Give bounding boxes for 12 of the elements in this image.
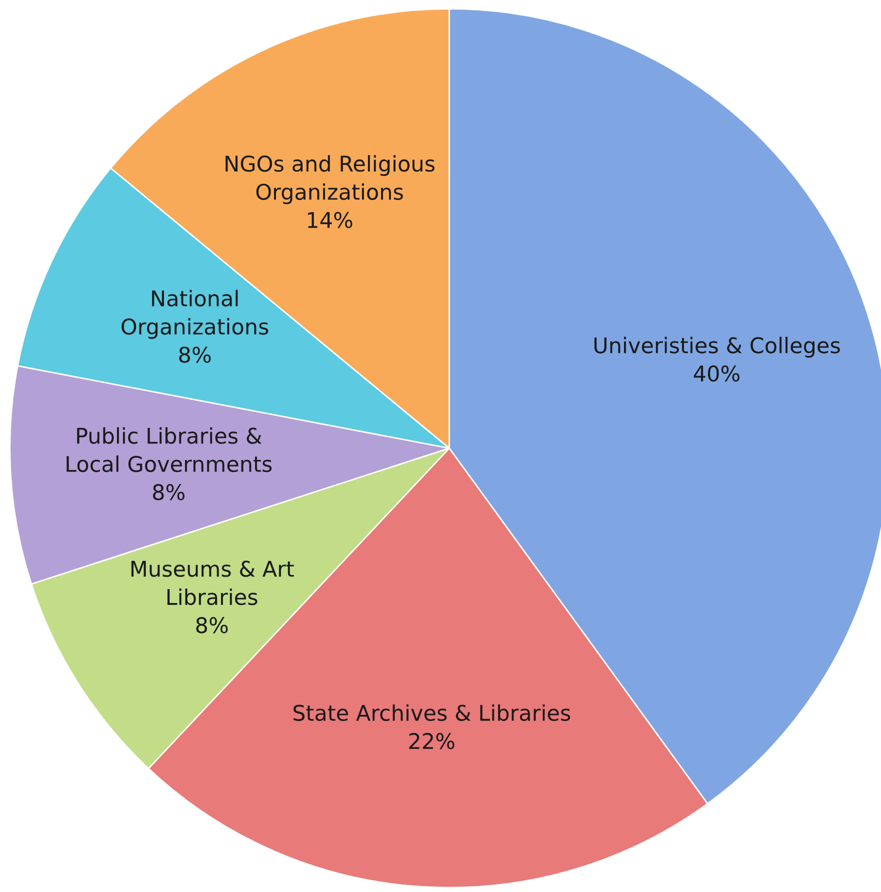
data-label: 8% (153, 484, 185, 500)
data-label: 22% (409, 732, 454, 750)
slice-label: Univeristies & Colleges (594, 336, 840, 358)
slice-label: Museums & Art Libraries (131, 560, 294, 606)
data-label: 8% (179, 346, 211, 363)
data-label: 8% (196, 617, 228, 634)
data-label: 14% (308, 212, 352, 228)
slice-label: National Organizations (122, 290, 268, 339)
slice-label: NGOs and Religious Organizations (226, 155, 434, 204)
slice-label: Public Libraries & Local Governments (66, 427, 272, 472)
slice-label: State Archives & Libraries (294, 704, 570, 722)
data-label: 40% (694, 365, 740, 382)
